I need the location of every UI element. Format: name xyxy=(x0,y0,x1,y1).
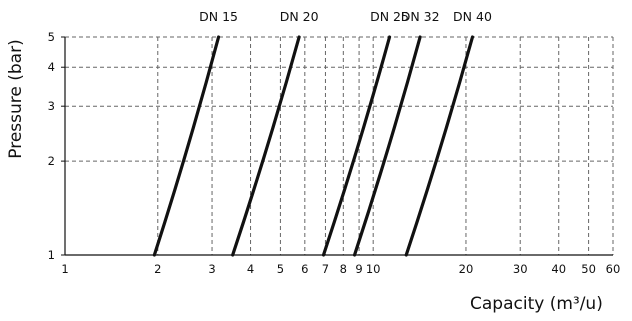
series-label: DN 15 xyxy=(199,9,238,24)
x-tick-label: 40 xyxy=(551,262,566,276)
y-tick-label: 5 xyxy=(48,30,55,44)
x-tick-label: 2 xyxy=(154,262,161,276)
x-tick-label: 30 xyxy=(513,262,528,276)
x-tick-label: 50 xyxy=(581,262,596,276)
x-tick-label: 60 xyxy=(606,262,621,276)
x-tick-label: 9 xyxy=(355,262,362,276)
x-tick-label: 10 xyxy=(366,262,381,276)
x-tick-label: 4 xyxy=(247,262,254,276)
y-tick-label: 1 xyxy=(48,248,55,262)
series-line xyxy=(152,35,221,257)
x-tick-label: 8 xyxy=(340,262,347,276)
x-tick-label: 1 xyxy=(61,262,68,276)
x-tick-label: 20 xyxy=(459,262,474,276)
series-label: DN 32 xyxy=(401,9,440,24)
series-line xyxy=(231,35,301,257)
x-tick-label: 7 xyxy=(322,262,329,276)
y-tick-label: 3 xyxy=(48,99,55,113)
y-tick-label: 2 xyxy=(48,154,55,168)
series-line xyxy=(352,35,422,257)
x-axis-label: Capacity (m³/u) xyxy=(470,294,603,314)
series-line xyxy=(404,35,475,257)
x-tick-label: 6 xyxy=(301,262,308,276)
x-tick-label: 3 xyxy=(208,262,215,276)
series-label: DN 25 xyxy=(370,9,409,24)
y-axis-label: Pressure (bar) xyxy=(6,39,26,159)
x-tick-label: 5 xyxy=(277,262,284,276)
series-label: DN 40 xyxy=(453,9,492,24)
y-tick-label: 4 xyxy=(48,60,55,74)
series-label: DN 20 xyxy=(280,9,319,24)
series-line xyxy=(321,35,392,257)
